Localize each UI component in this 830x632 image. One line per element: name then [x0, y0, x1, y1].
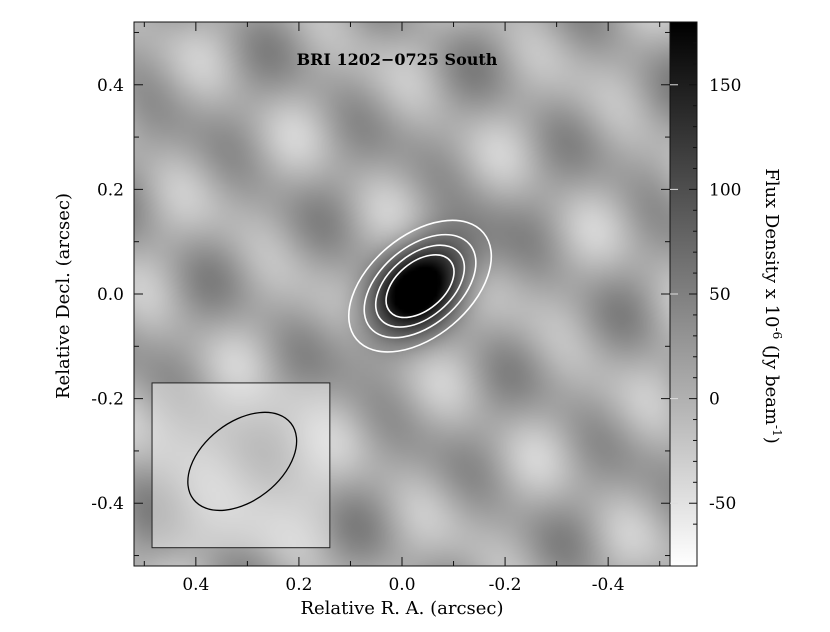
y-tick-label: 0.4	[97, 76, 124, 96]
colorbar-ticks: 150 100 50 0 -50	[670, 42, 741, 525]
colorbar-label-mid: (Jy beam	[761, 339, 782, 425]
axis-ticks	[134, 22, 670, 566]
y-tick-label: -0.2	[91, 390, 124, 410]
contour-level-60	[363, 233, 477, 339]
x-tick-label: -0.2	[489, 575, 522, 595]
colorbar-label-post: )	[761, 437, 782, 444]
contour-level-90	[374, 244, 466, 328]
x-tick-label: 0.0	[388, 575, 415, 595]
chart-title: BRI 1202−0725 South	[297, 50, 498, 69]
colorbar-tick-label: -50	[709, 494, 736, 514]
colorbar-tick-label: 150	[709, 76, 741, 96]
contour-level-120	[385, 254, 455, 319]
x-tick-label: -0.4	[592, 575, 625, 595]
beam-ellipse	[187, 411, 298, 512]
colorbar-label-pre: Flux Density x 10	[761, 168, 782, 327]
contour-level-30	[347, 219, 493, 353]
colorbar-tick-label: 0	[709, 390, 720, 410]
y-tick-label: 0.2	[97, 180, 124, 200]
beam-inset	[151, 382, 331, 549]
colorbar-tick-label: 100	[709, 180, 741, 200]
x-tick-label: 0.4	[182, 575, 209, 595]
colorbar-label-exp2: -1	[770, 425, 784, 437]
contour-overlay	[347, 219, 493, 353]
colorbar-tick-label: 50	[709, 285, 731, 305]
tick-labels: 0.4 0.2 0.0 -0.2 -0.4 0.4 0.2 0.0 -0.2 -0.4	[91, 76, 624, 595]
y-tick-label: 0.0	[97, 285, 124, 305]
beam-inset-box	[151, 382, 331, 549]
colorbar-label-exp1: -6	[770, 328, 784, 340]
y-axis-label: Relative Decl. (arcsec)	[53, 193, 74, 399]
y-tick-label: -0.4	[91, 494, 124, 514]
x-tick-label: 0.2	[285, 575, 312, 595]
colorbar-label: Flux Density x 10-6 (Jy beam-1)	[761, 168, 784, 444]
x-axis-label: Relative R. A. (arcsec)	[300, 598, 503, 619]
